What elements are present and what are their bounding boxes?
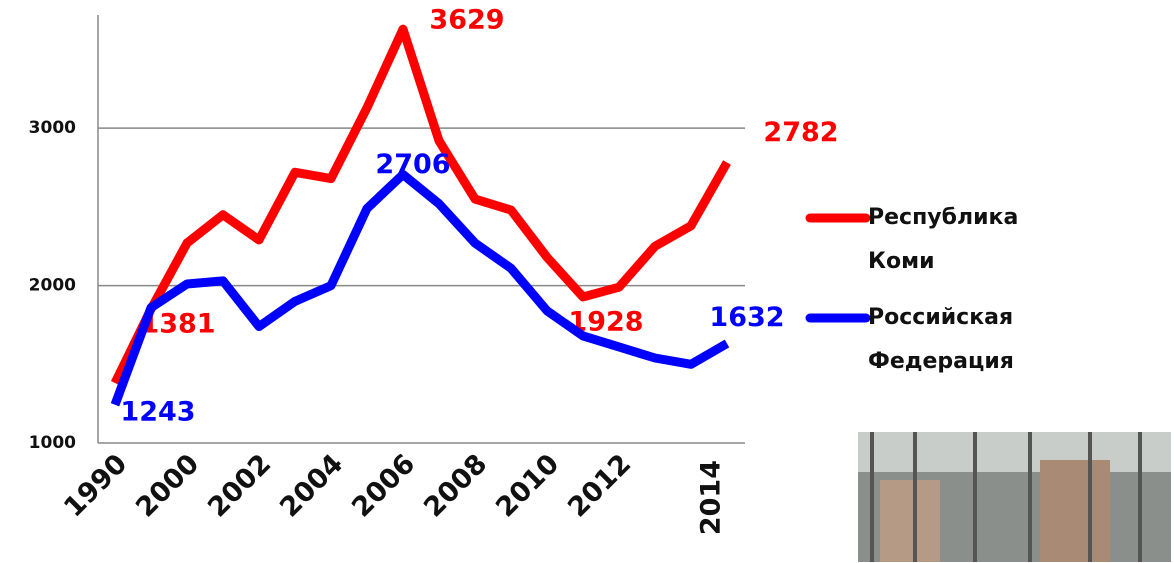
series-line <box>110 24 731 386</box>
data-label: 3629 <box>429 5 504 36</box>
x-tick-label: 2008 <box>418 448 493 523</box>
x-tick-label: 1990 <box>58 448 133 523</box>
photo <box>858 432 1171 562</box>
x-tick-label: 2010 <box>490 448 565 523</box>
data-label: 2706 <box>375 149 450 180</box>
x-tick-label: 2006 <box>346 448 421 523</box>
data-label: 2782 <box>763 117 838 148</box>
x-tick-label: 2014 <box>696 460 727 535</box>
x-tick-label: 2004 <box>274 448 349 523</box>
x-tick-label: 2002 <box>202 448 277 523</box>
y-tick-label: 3000 <box>29 118 76 138</box>
x-tick-label: 2012 <box>562 448 637 523</box>
y-tick-label: 1000 <box>29 433 76 453</box>
legend-label: Российская Федерация <box>868 305 1014 374</box>
data-label: 1243 <box>120 396 195 427</box>
legend-label: Республика Коми <box>868 205 1018 274</box>
series-line <box>110 169 730 407</box>
data-label: 1632 <box>709 302 784 333</box>
y-tick-label: 2000 <box>29 276 76 296</box>
x-tick-label: 2000 <box>130 448 205 523</box>
